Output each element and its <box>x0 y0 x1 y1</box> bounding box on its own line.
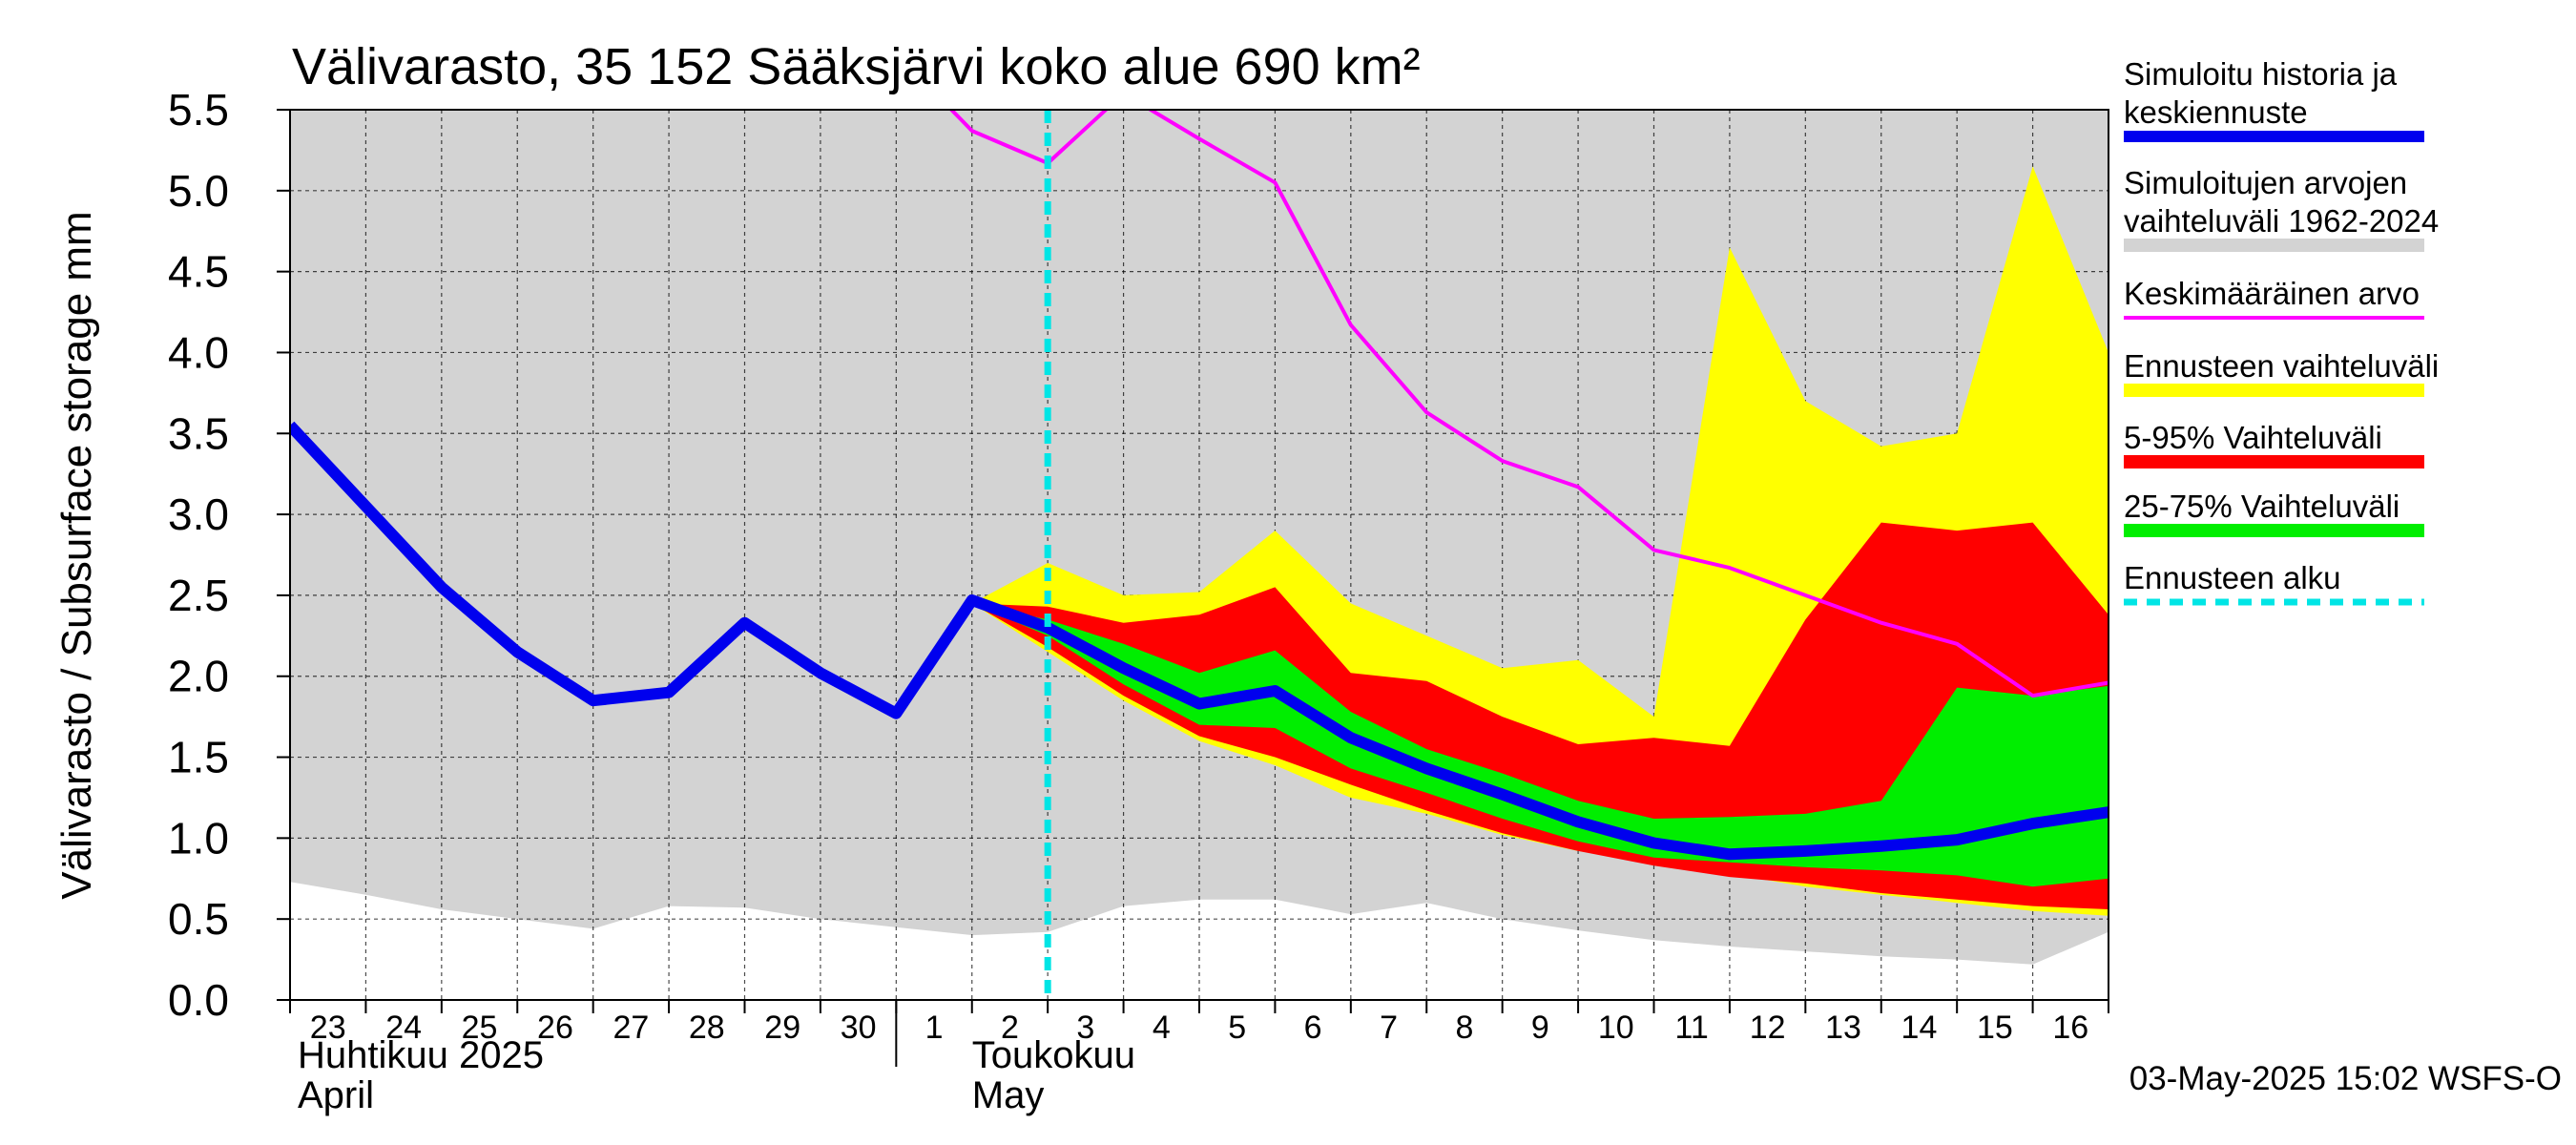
legend-label: 25-75% Vaihteluväli <box>2124 489 2399 524</box>
x-tick-label: 26 <box>537 1010 573 1046</box>
x-tick-label: 12 <box>1750 1010 1786 1046</box>
x-tick-label: 23 <box>310 1010 346 1046</box>
p25-75-band <box>971 603 2109 887</box>
y-tick-label: 1.5 <box>168 733 229 782</box>
x-tick-label: 15 <box>1977 1010 2013 1046</box>
x-tick-label: 11 <box>1675 1010 1709 1046</box>
legend-label: keskiennuste <box>2124 94 2308 130</box>
x-tick-label: 25 <box>462 1010 498 1046</box>
x-tick-label: 28 <box>689 1010 725 1046</box>
y-tick-label: 4.5 <box>168 247 229 297</box>
y-tick-label: 5.0 <box>168 166 229 216</box>
chart-title: Välivarasto, 35 152 Sääksjärvi koko alue… <box>292 38 1421 95</box>
x-tick-label: 14 <box>1901 1010 1938 1046</box>
x-tick-label: 27 <box>613 1010 649 1046</box>
x-tick-label: 8 <box>1455 1010 1473 1046</box>
month-label-may-fi: Toukokuu <box>972 1034 1135 1076</box>
x-tick-label: 3 <box>1076 1010 1094 1046</box>
x-tick-label: 9 <box>1531 1010 1549 1046</box>
legend-label: Ennusteen vaihteluväli <box>2124 348 2439 384</box>
month-label-april-fi: Huhtikuu 2025 <box>298 1034 544 1076</box>
x-tick-label: 16 <box>2052 1010 2088 1046</box>
y-tick-label: 3.0 <box>168 489 229 539</box>
y-tick-label: 2.0 <box>168 652 229 701</box>
y-tick-label: 0.0 <box>168 975 229 1025</box>
plot-area <box>290 110 2109 1000</box>
month-label-may-en: May <box>972 1074 1045 1116</box>
legend-label: Simuloitujen arvojen <box>2124 165 2407 200</box>
y-tick-label: 1.0 <box>168 813 229 863</box>
x-tick-label: 6 <box>1304 1010 1322 1046</box>
legend-label: Keskimääräinen arvo <box>2124 276 2420 311</box>
history-forecast-line <box>290 421 2109 861</box>
legend-label: Simuloitu historia ja <box>2124 56 2398 92</box>
x-tick-label: 24 <box>385 1010 422 1046</box>
mean-line <box>948 110 2109 698</box>
x-tick-label: 30 <box>841 1010 877 1046</box>
legend-label: vaihteluväli 1962-2024 <box>2124 203 2439 239</box>
x-tick-label: 2 <box>1001 1010 1019 1046</box>
x-tick-label: 13 <box>1825 1010 1861 1046</box>
y-tick-label: 2.5 <box>168 571 229 620</box>
y-tick-label: 0.5 <box>168 894 229 944</box>
x-tick-label: 10 <box>1598 1010 1634 1046</box>
month-label-april-en: April <box>298 1074 374 1116</box>
legend-label: 5-95% Vaihteluväli <box>2124 420 2382 455</box>
axes: 0.00.51.01.52.02.53.03.54.04.55.05.523 24… <box>168 85 2109 1116</box>
x-tick-label: 1 <box>925 1010 944 1046</box>
x-tick-label: 4 <box>1153 1010 1171 1046</box>
x-tick-label: 29 <box>764 1010 800 1046</box>
y-axis-label: Välivarasto / Subsurface storage mm <box>53 211 100 899</box>
x-tick-label: 5 <box>1228 1010 1246 1046</box>
y-tick-label: 5.5 <box>168 85 229 135</box>
x-tick-label: 7 <box>1380 1010 1398 1046</box>
y-tick-label: 3.5 <box>168 408 229 458</box>
y-tick-label: 4.0 <box>168 327 229 377</box>
legend-label: Ennusteen alku <box>2124 560 2341 595</box>
footer-timestamp: 03-May-2025 15:02 WSFS-O <box>2129 1060 2562 1097</box>
